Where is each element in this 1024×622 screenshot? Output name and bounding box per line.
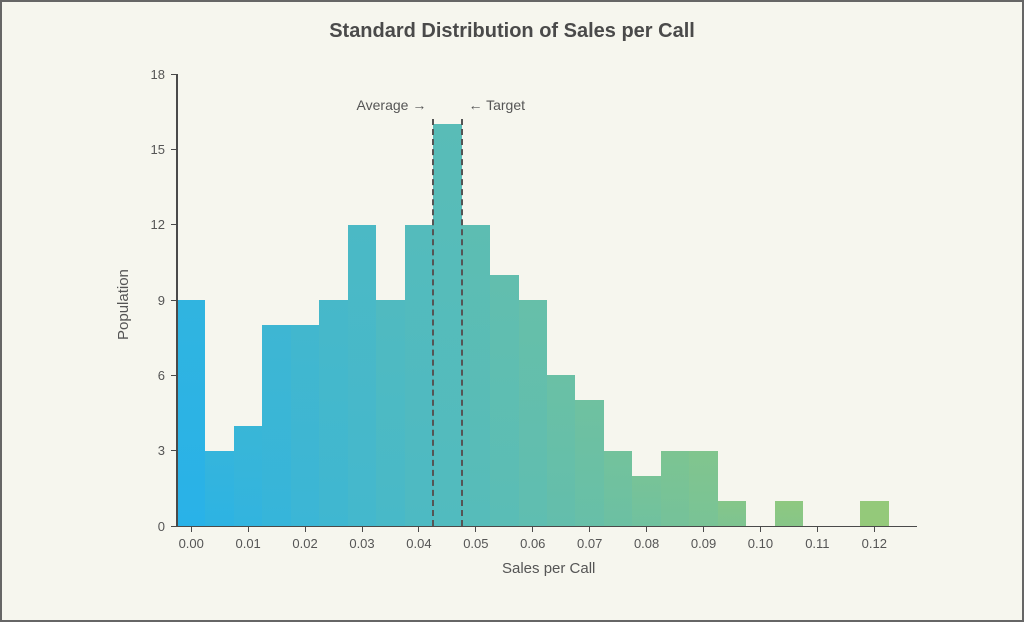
histogram-bar bbox=[689, 451, 717, 526]
histogram-bar bbox=[519, 300, 547, 526]
y-tick bbox=[171, 224, 177, 225]
y-tick-label: 9 bbox=[135, 293, 165, 308]
x-tick bbox=[760, 526, 761, 532]
x-tick bbox=[589, 526, 590, 532]
histogram-bar bbox=[205, 451, 233, 526]
x-tick-label: 0.08 bbox=[634, 536, 659, 551]
x-tick bbox=[248, 526, 249, 532]
y-tick-label: 12 bbox=[135, 217, 165, 232]
x-tick bbox=[532, 526, 533, 532]
x-tick bbox=[191, 526, 192, 532]
x-tick-label: 0.01 bbox=[235, 536, 260, 551]
y-tick bbox=[171, 526, 177, 527]
histogram-bar bbox=[490, 275, 518, 526]
y-tick-label: 18 bbox=[135, 67, 165, 82]
histogram-bar bbox=[860, 501, 888, 526]
y-tick bbox=[171, 300, 177, 301]
x-tick-label: 0.07 bbox=[577, 536, 602, 551]
x-tick bbox=[305, 526, 306, 532]
x-tick bbox=[817, 526, 818, 532]
annotation-label: Average → bbox=[357, 97, 427, 113]
x-axis bbox=[176, 526, 917, 528]
histogram-bar bbox=[348, 225, 376, 526]
y-tick bbox=[171, 149, 177, 150]
x-tick bbox=[418, 526, 419, 532]
x-tick-label: 0.12 bbox=[862, 536, 887, 551]
x-tick-label: 0.11 bbox=[805, 536, 829, 551]
histogram-bar bbox=[234, 426, 262, 526]
y-axis-label: Population bbox=[115, 269, 132, 340]
histogram-bar bbox=[632, 476, 660, 526]
y-tick bbox=[171, 375, 177, 376]
x-tick bbox=[703, 526, 704, 532]
x-tick bbox=[874, 526, 875, 532]
histogram-bar bbox=[575, 400, 603, 526]
x-tick-label: 0.04 bbox=[406, 536, 431, 551]
x-tick-label: 0.03 bbox=[349, 536, 374, 551]
histogram-bar bbox=[661, 451, 689, 526]
reference-line bbox=[432, 119, 434, 526]
x-tick bbox=[362, 526, 363, 532]
y-tick bbox=[171, 450, 177, 451]
histogram-bar bbox=[177, 300, 205, 526]
y-tick-label: 15 bbox=[135, 142, 165, 157]
x-tick-label: 0.02 bbox=[292, 536, 317, 551]
histogram-bar bbox=[433, 124, 461, 526]
histogram-bar bbox=[462, 225, 490, 526]
annotation-label: ← Target bbox=[468, 97, 525, 113]
x-tick bbox=[646, 526, 647, 532]
y-tick-label: 3 bbox=[135, 443, 165, 458]
x-tick bbox=[475, 526, 476, 532]
x-tick-label: 0.05 bbox=[463, 536, 488, 551]
chart-frame: Standard Distribution of Sales per Call … bbox=[0, 0, 1024, 622]
x-tick-label: 0.10 bbox=[748, 536, 773, 551]
histogram-bar bbox=[775, 501, 803, 526]
histogram-bar bbox=[405, 225, 433, 526]
x-tick-label: 0.09 bbox=[691, 536, 716, 551]
y-tick-label: 6 bbox=[135, 368, 165, 383]
histogram-bar bbox=[718, 501, 746, 526]
chart-title: Standard Distribution of Sales per Call bbox=[2, 2, 1022, 43]
histogram-bar bbox=[291, 325, 319, 526]
y-tick bbox=[171, 74, 177, 75]
histogram-bar bbox=[604, 451, 632, 526]
chart-plot-area: Average →← Target03691215180.000.010.020… bbox=[177, 74, 917, 526]
y-tick-label: 0 bbox=[135, 519, 165, 534]
x-tick-label: 0.06 bbox=[520, 536, 545, 551]
x-axis-label: Sales per Call bbox=[502, 560, 595, 577]
histogram-bar bbox=[262, 325, 290, 526]
x-tick-label: 0.00 bbox=[179, 536, 204, 551]
histogram-bar bbox=[319, 300, 347, 526]
histogram-bar bbox=[547, 375, 575, 526]
reference-line bbox=[461, 119, 463, 526]
histogram-bar bbox=[376, 300, 404, 526]
